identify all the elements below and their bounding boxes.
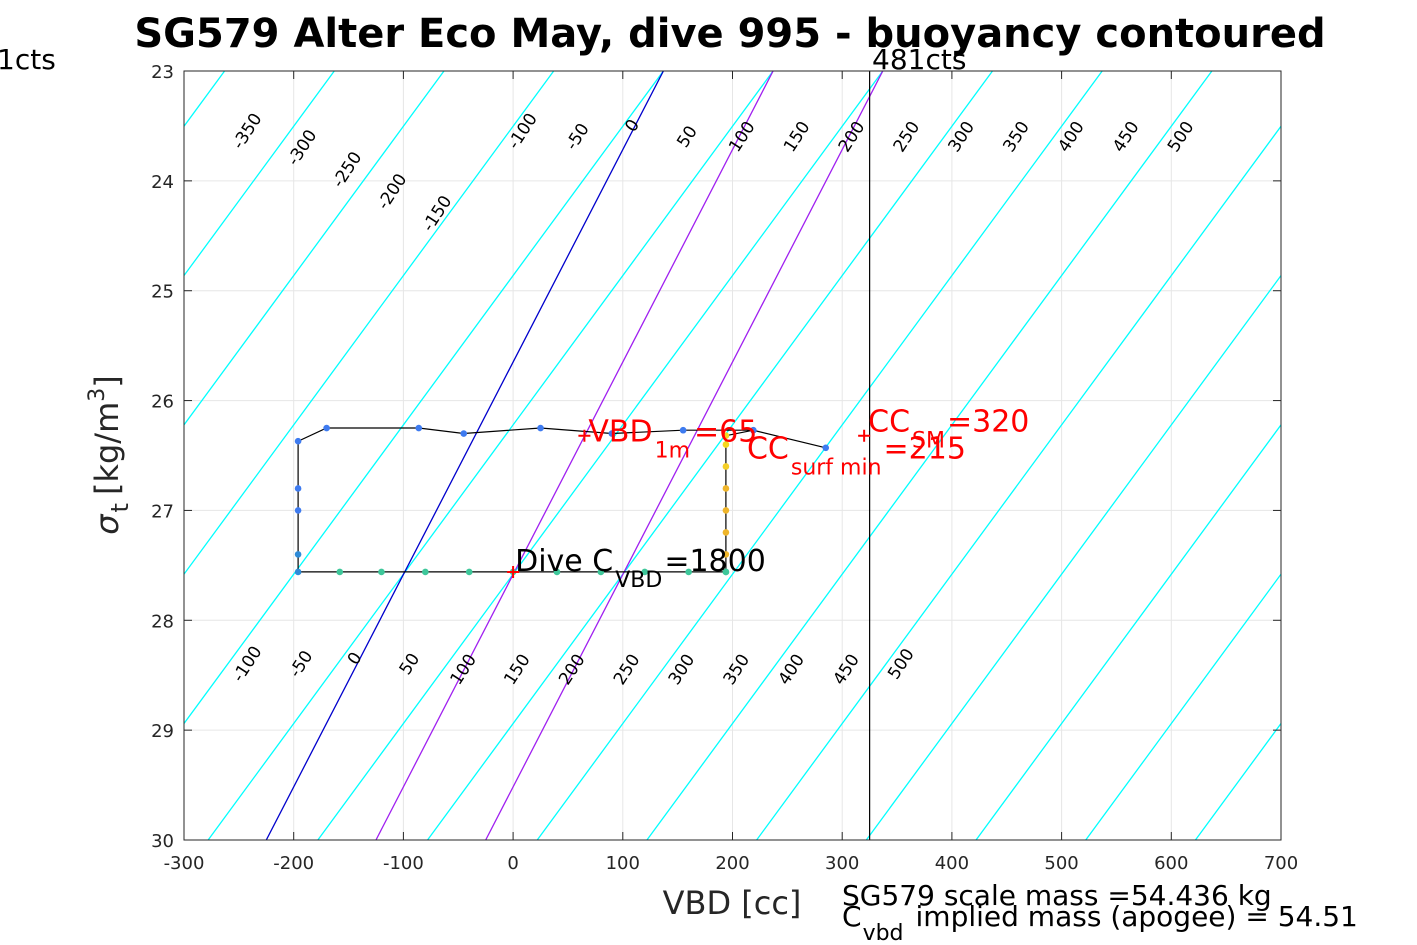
profile-point [679, 426, 687, 434]
reference-lines [265, 71, 884, 840]
y-tick-label: 24 [151, 172, 174, 193]
profile-point [608, 430, 616, 437]
contour-line [1305, 71, 1417, 840]
x-tick-label: -300 [164, 853, 205, 874]
profile-point [294, 551, 302, 558]
profile-point [597, 568, 605, 576]
profile-point [294, 437, 302, 445]
contour-line [207, 71, 774, 840]
contour-line [0, 71, 5, 840]
dive-cvbd-marker [507, 565, 520, 578]
profile-point [722, 432, 730, 440]
x-tick-label: 200 [715, 853, 749, 874]
x-axis-ticks: -300 -200 -100 0 100 200 300 400 500 600 700 [164, 71, 1298, 874]
dive-profile [294, 424, 871, 578]
contour-line [184, 71, 335, 277]
profile-point [641, 568, 649, 576]
vbd-1m-annotation: VBD1m=65 [588, 415, 757, 464]
y-tick-label: 27 [151, 501, 174, 522]
y-axis-ticks: 23 24 25 26 27 28 29 30 [151, 62, 1281, 852]
contour-lines [0, 71, 1417, 840]
profile-point [415, 424, 423, 432]
profile-point [460, 430, 468, 437]
contour-line [184, 71, 445, 426]
profile-path [297, 427, 754, 573]
x-tick-label: 400 [935, 853, 969, 874]
svg-text:σt[kg/m3]: σt[kg/m3] [85, 375, 134, 534]
profile-point [722, 441, 730, 448]
y-tick-label: 28 [151, 611, 174, 632]
contour-line [184, 71, 555, 576]
x-tick-label: -200 [273, 853, 314, 874]
profile-point [722, 551, 730, 558]
y-tick-label: 26 [151, 392, 174, 413]
dive-cvbd-annotation: Dive CVBD=1800 [515, 544, 766, 593]
x-tick-label: 300 [825, 853, 859, 874]
profile-point [750, 426, 757, 434]
profile-point [336, 568, 344, 576]
cc-surf-min-annotation: CCsurf min=215 [747, 432, 966, 481]
profile-point [822, 444, 830, 452]
x-tick-label: 100 [606, 853, 640, 874]
left-cts-label: 1cts [0, 43, 56, 76]
profile-tail [753, 429, 826, 449]
contour-line [427, 71, 994, 840]
contour-line [646, 71, 1213, 840]
x-tick-label: 600 [1154, 853, 1188, 874]
cc-sm-annotation: CCSM=320 [868, 405, 1029, 454]
profile-point [722, 463, 730, 470]
y-tick-label: 25 [151, 282, 174, 303]
profile-point [294, 507, 302, 514]
chart-title: SG579 Alter Eco May, dive 995 - buoyancy… [134, 11, 1325, 57]
contour-line [756, 125, 1281, 840]
x-tick-label: 0 [507, 853, 518, 874]
profile-point [722, 568, 730, 576]
contour-line [1085, 573, 1281, 840]
purple-contour-line [485, 71, 884, 840]
profile-point [722, 507, 730, 514]
cc-sm-marker [858, 429, 871, 442]
zero-buoyancy-line [265, 71, 664, 840]
profile-point [553, 568, 561, 576]
y-tick-label: 30 [151, 831, 174, 852]
x-tick-label: -100 [383, 853, 424, 874]
purple-contour-line [375, 71, 774, 840]
profile-point [294, 485, 302, 492]
contour-line [536, 71, 1103, 840]
y-tick-label: 29 [151, 721, 174, 742]
profile-point [323, 424, 330, 432]
profile-point [378, 568, 385, 576]
profile-point [722, 529, 730, 536]
scale-mass-text: SG579 scale mass =54.436 kg [842, 879, 1272, 912]
x-tick-label: 700 [1264, 853, 1298, 874]
profile-point [465, 568, 473, 576]
vertical-line-label: 481cts [872, 43, 966, 76]
contour-line [975, 423, 1281, 840]
implied-mass-text: Cvbdimplied mass (apogee) = 54.51 [842, 900, 1358, 945]
vbd-1m-marker [578, 429, 591, 442]
x-tick-label: 500 [1044, 853, 1078, 874]
contour-line [317, 71, 884, 840]
profile-point [685, 568, 692, 576]
x-axis-label: VBD [cc] [663, 884, 802, 922]
y-tick-label: 23 [151, 62, 174, 83]
y-axis-label: σt[kg/m3] [85, 375, 134, 534]
contour-line [184, 71, 664, 725]
profile-point [294, 568, 302, 576]
profile-point [422, 568, 429, 576]
contour-line [865, 274, 1281, 840]
profile-point [722, 485, 730, 492]
profile-point [537, 424, 544, 432]
